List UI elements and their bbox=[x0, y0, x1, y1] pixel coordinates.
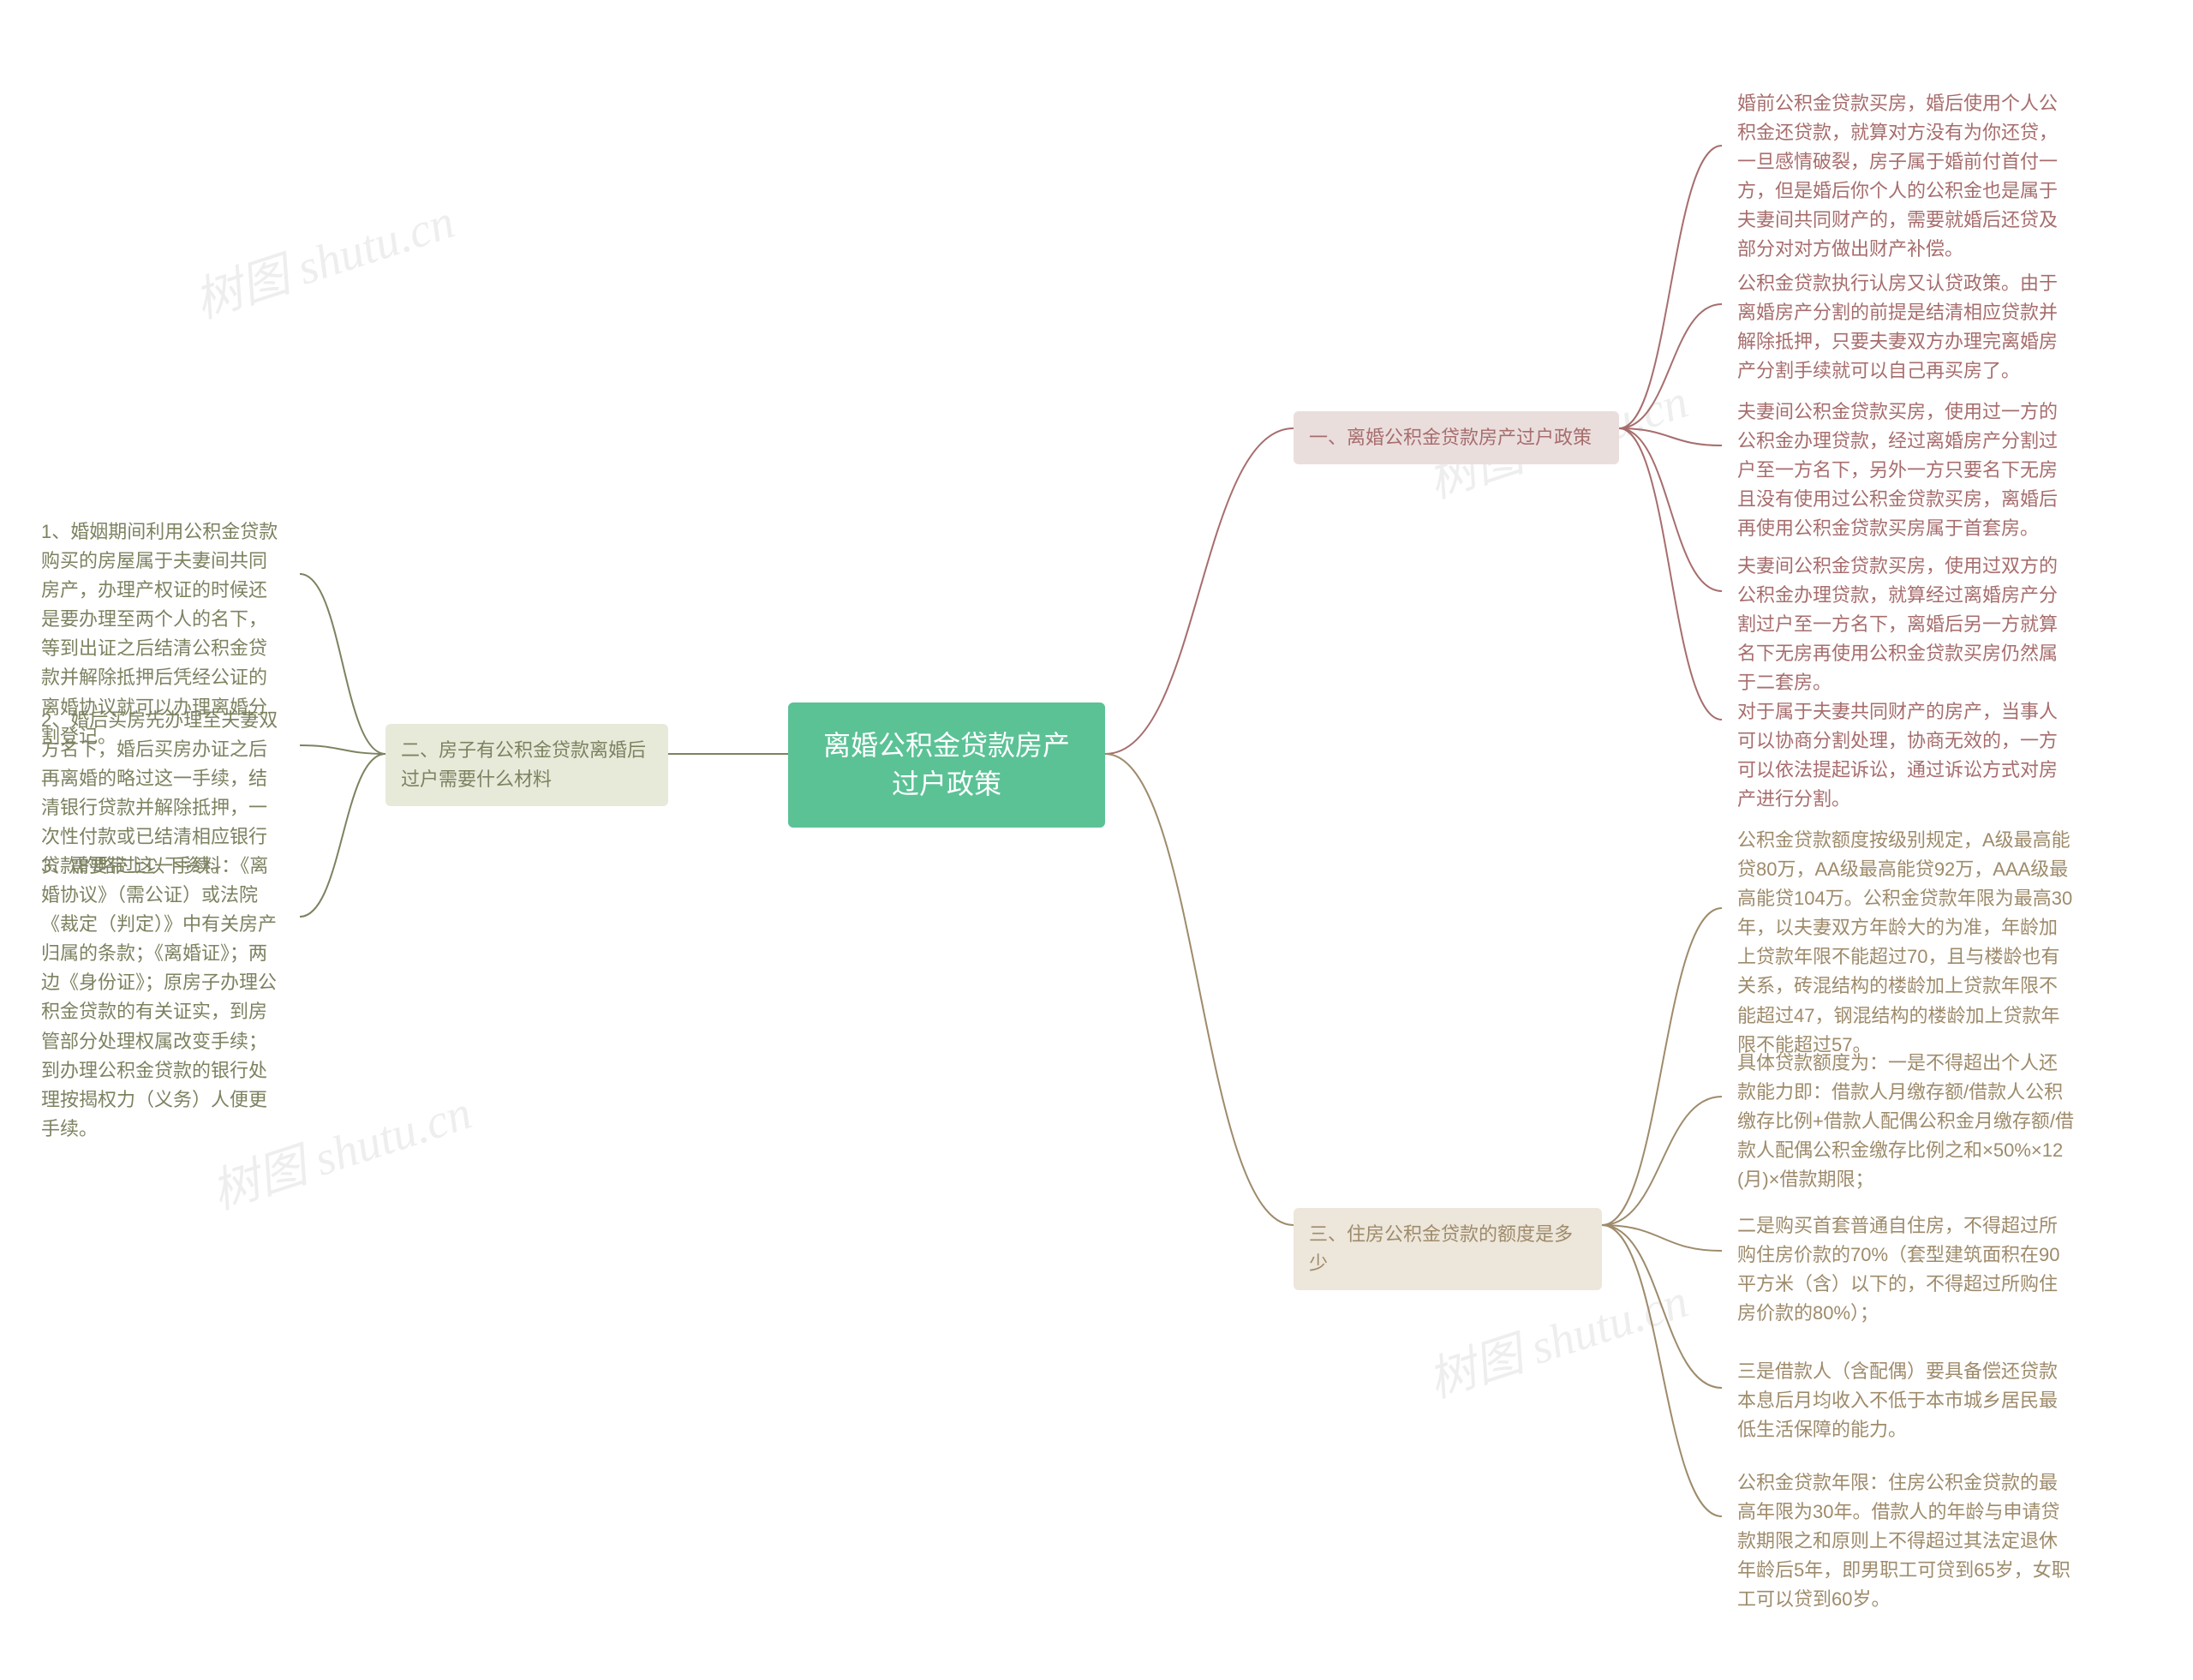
branch-3-leaf[interactable]: 公积金贷款额度按级别规定，A级最高能贷80万，AA级最高能贷92万，AAA级最高… bbox=[1722, 814, 2090, 1072]
branch-1-leaf[interactable]: 公积金贷款执行认房又认贷政策。由于离婚房产分割的前提是结清相应贷款并解除抵押，只… bbox=[1722, 257, 2090, 398]
branch-1-leaf[interactable]: 夫妻间公积金贷款买房，使用过双方的公积金办理贷款，就算经过离婚房产分割过户至一方… bbox=[1722, 540, 2090, 709]
branch-1-leaf[interactable]: 夫妻间公积金贷款买房，使用过一方的公积金办理贷款，经过离婚房产分割过户至一方名下… bbox=[1722, 386, 2090, 555]
branch-3-leaf[interactable]: 三是借款人（含配偶）要具备偿还贷款本息后月均收入不低于本市城乡居民最低生活保障的… bbox=[1722, 1345, 2090, 1456]
branch-2-leaf[interactable]: 3、需要带上以下资料：《离婚协议》（需公证）或法院《裁定（判定）》中有关房产归属… bbox=[26, 840, 300, 1156]
root-node[interactable]: 离婚公积金贷款房产过户政策 bbox=[788, 702, 1105, 828]
branch-3-leaf[interactable]: 公积金贷款年限：住房公积金贷款的最高年限为30年。借款人的年龄与申请贷款期限之和… bbox=[1722, 1456, 2090, 1626]
branch-3[interactable]: 三、住房公积金贷款的额度是多少 bbox=[1294, 1208, 1602, 1290]
branch-3-leaf[interactable]: 二是购买首套普通自住房，不得超过所购住房价款的70%（套型建筑面积在90平方米（… bbox=[1722, 1199, 2090, 1340]
branch-1-leaf[interactable]: 婚前公积金贷款买房，婚后使用个人公积金还贷款，就算对方没有为你还贷，一旦感情破裂… bbox=[1722, 77, 2090, 277]
watermark: 树图 shutu.cn bbox=[184, 182, 462, 332]
branch-2[interactable]: 二、房子有公积金贷款离婚后过户需要什么材料 bbox=[385, 724, 668, 806]
branch-1[interactable]: 一、离婚公积金贷款房产过户政策 bbox=[1294, 411, 1619, 464]
branch-3-leaf[interactable]: 具体贷款额度为：一是不得超出个人还款能力即：借款人月缴存额/借款人公积缴存比例+… bbox=[1722, 1037, 2090, 1206]
mindmap-canvas: 树图 shutu.cn 树图 shutu.cn 树图 shutu.cn 树图 s… bbox=[0, 0, 2193, 1680]
branch-1-leaf[interactable]: 对于属于夫妻共同财产的房产，当事人可以协商分割处理，协商无效的，一方可以依法提起… bbox=[1722, 685, 2090, 826]
